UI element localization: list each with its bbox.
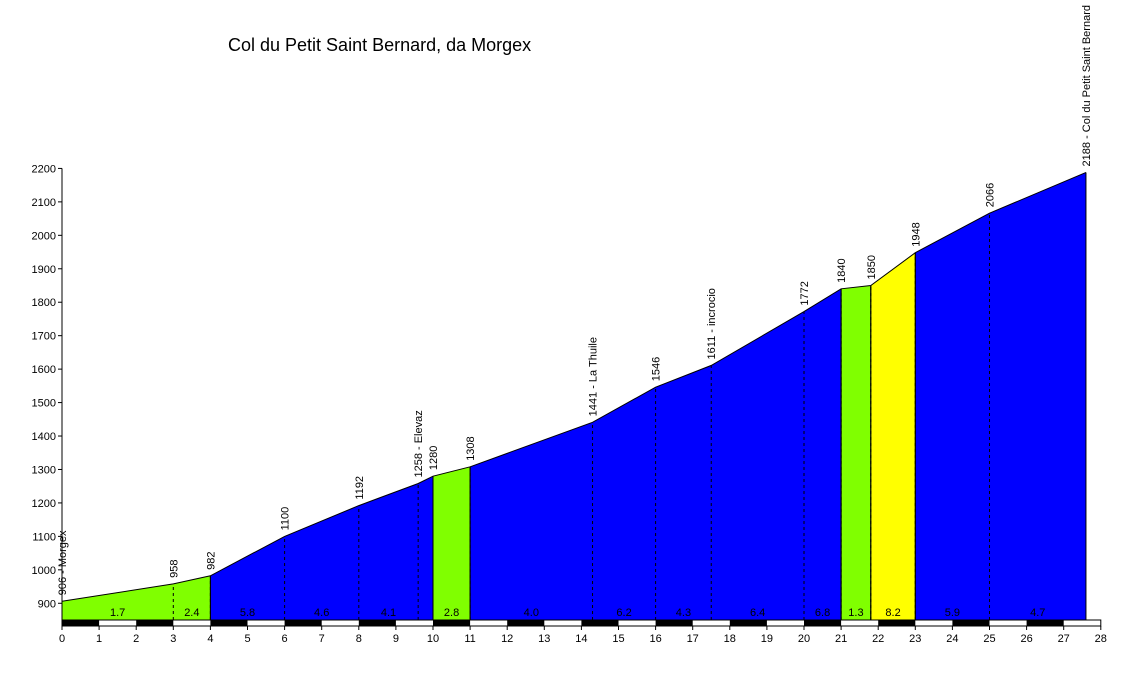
x-tick-label: 4 bbox=[207, 633, 213, 645]
profile-segment-2 bbox=[433, 466, 471, 620]
distance-bar-block bbox=[433, 620, 471, 626]
distance-bar-block bbox=[729, 620, 767, 626]
x-tick-label: 6 bbox=[282, 633, 288, 645]
y-tick-label: 1200 bbox=[32, 498, 56, 510]
y-tick-label: 2100 bbox=[32, 197, 56, 209]
distance-bar-block bbox=[136, 620, 174, 626]
elevation-label: 958 bbox=[168, 560, 180, 578]
y-tick-label: 1600 bbox=[32, 364, 56, 376]
elevation-label: 1192 bbox=[354, 476, 366, 500]
distance-bar-block bbox=[507, 620, 545, 626]
x-tick-label: 28 bbox=[1095, 633, 1107, 645]
x-tick-label: 20 bbox=[798, 633, 810, 645]
x-tick-label: 25 bbox=[983, 633, 995, 645]
distance-bar-block bbox=[1026, 620, 1064, 626]
distance-bar-block bbox=[358, 620, 396, 626]
x-tick-label: 7 bbox=[319, 633, 325, 645]
distance-bar-block bbox=[284, 620, 322, 626]
x-tick-label: 1 bbox=[96, 633, 102, 645]
gradient-label: 6.4 bbox=[750, 607, 765, 619]
x-tick-label: 27 bbox=[1058, 633, 1070, 645]
elevation-label: 1441 - La Thuile bbox=[588, 337, 600, 416]
profile-segment-0 bbox=[62, 575, 211, 620]
y-tick-label: 1300 bbox=[32, 464, 56, 476]
x-tick-label: 24 bbox=[946, 633, 958, 645]
x-tick-label: 26 bbox=[1020, 633, 1032, 645]
elevation-label: 1772 bbox=[799, 281, 811, 305]
y-tick-label: 1400 bbox=[32, 431, 56, 443]
x-tick-label: 17 bbox=[687, 633, 699, 645]
profile-outline bbox=[61, 171, 1087, 602]
distance-bar-block bbox=[655, 620, 693, 626]
x-tick-label: 0 bbox=[59, 633, 65, 645]
x-tick-label: 22 bbox=[872, 633, 884, 645]
distance-bar-block bbox=[581, 620, 619, 626]
y-tick-label: 1100 bbox=[32, 531, 56, 543]
profile-segment-1 bbox=[210, 476, 433, 620]
chart-title: Col du Petit Saint Bernard, da Morgex bbox=[228, 35, 532, 55]
gradient-label: 1.7 bbox=[110, 607, 125, 619]
y-tick-label: 1700 bbox=[32, 331, 56, 343]
profile-segment-5 bbox=[870, 252, 916, 620]
elevation-label: 1100 bbox=[280, 507, 292, 531]
y-tick-label: 1900 bbox=[32, 264, 56, 276]
profile-segment-3 bbox=[470, 288, 842, 620]
gradient-label: 8.2 bbox=[885, 607, 900, 619]
elevation-label: 1611 - incrocio bbox=[706, 288, 718, 359]
y-tick-label: 1500 bbox=[32, 398, 56, 410]
x-tick-label: 5 bbox=[244, 633, 250, 645]
distance-bar-block bbox=[878, 620, 916, 626]
profile-segment-6 bbox=[915, 172, 1086, 620]
elevation-label: 1280 bbox=[428, 446, 440, 470]
elevation-label: 1258 - Elevaz bbox=[413, 410, 425, 477]
distance-bar-block bbox=[804, 620, 842, 626]
gradient-label: 5.9 bbox=[945, 607, 960, 619]
gradient-label: 4.3 bbox=[676, 607, 691, 619]
elevation-label: 1948 bbox=[910, 222, 922, 246]
elevation-label: 906 - Morgex bbox=[57, 530, 69, 595]
y-tick-label: 900 bbox=[38, 598, 56, 610]
x-tick-label: 8 bbox=[356, 633, 362, 645]
elevation-label: 982 bbox=[205, 551, 217, 569]
gradient-label: 1.3 bbox=[848, 607, 863, 619]
gradient-label: 2.8 bbox=[444, 607, 459, 619]
x-tick-label: 9 bbox=[393, 633, 399, 645]
profile-segment-4 bbox=[841, 285, 871, 620]
x-tick-label: 2 bbox=[133, 633, 139, 645]
elevation-label: 2188 - Col du Petit Saint Bernard bbox=[1081, 5, 1093, 166]
elevation-label: 1546 bbox=[651, 357, 663, 381]
elevation-label: 1850 bbox=[866, 255, 878, 279]
distance-bar-block bbox=[210, 620, 248, 626]
y-tick-label: 2200 bbox=[32, 163, 56, 175]
gradient-label: 4.6 bbox=[314, 607, 329, 619]
gradient-label: 6.8 bbox=[815, 607, 830, 619]
y-tick-label: 1800 bbox=[32, 297, 56, 309]
x-tick-label: 19 bbox=[761, 633, 773, 645]
x-tick-label: 15 bbox=[612, 633, 624, 645]
gradient-label: 4.1 bbox=[381, 607, 396, 619]
x-tick-label: 10 bbox=[427, 633, 439, 645]
gradient-label: 6.2 bbox=[616, 607, 631, 619]
gradient-label: 4.7 bbox=[1030, 607, 1045, 619]
distance-bar-block bbox=[952, 620, 990, 626]
x-tick-label: 21 bbox=[835, 633, 847, 645]
x-tick-label: 12 bbox=[501, 633, 513, 645]
gradient-label: 2.4 bbox=[184, 607, 199, 619]
x-tick-label: 3 bbox=[170, 633, 176, 645]
x-tick-label: 18 bbox=[724, 633, 736, 645]
x-tick-label: 16 bbox=[649, 633, 661, 645]
y-tick-label: 1000 bbox=[32, 565, 56, 577]
x-tick-label: 11 bbox=[464, 633, 475, 645]
gradient-label: 4.0 bbox=[524, 607, 539, 619]
x-tick-label: 23 bbox=[909, 633, 921, 645]
elevation-label: 1840 bbox=[836, 258, 848, 282]
elevation-label: 2066 bbox=[985, 183, 997, 207]
gradient-label: 5.8 bbox=[240, 607, 255, 619]
x-tick-label: 13 bbox=[538, 633, 550, 645]
elevation-label: 1308 bbox=[465, 436, 477, 460]
x-tick-label: 14 bbox=[575, 633, 587, 645]
y-tick-label: 2000 bbox=[32, 230, 56, 242]
distance-bar-block bbox=[62, 620, 100, 626]
